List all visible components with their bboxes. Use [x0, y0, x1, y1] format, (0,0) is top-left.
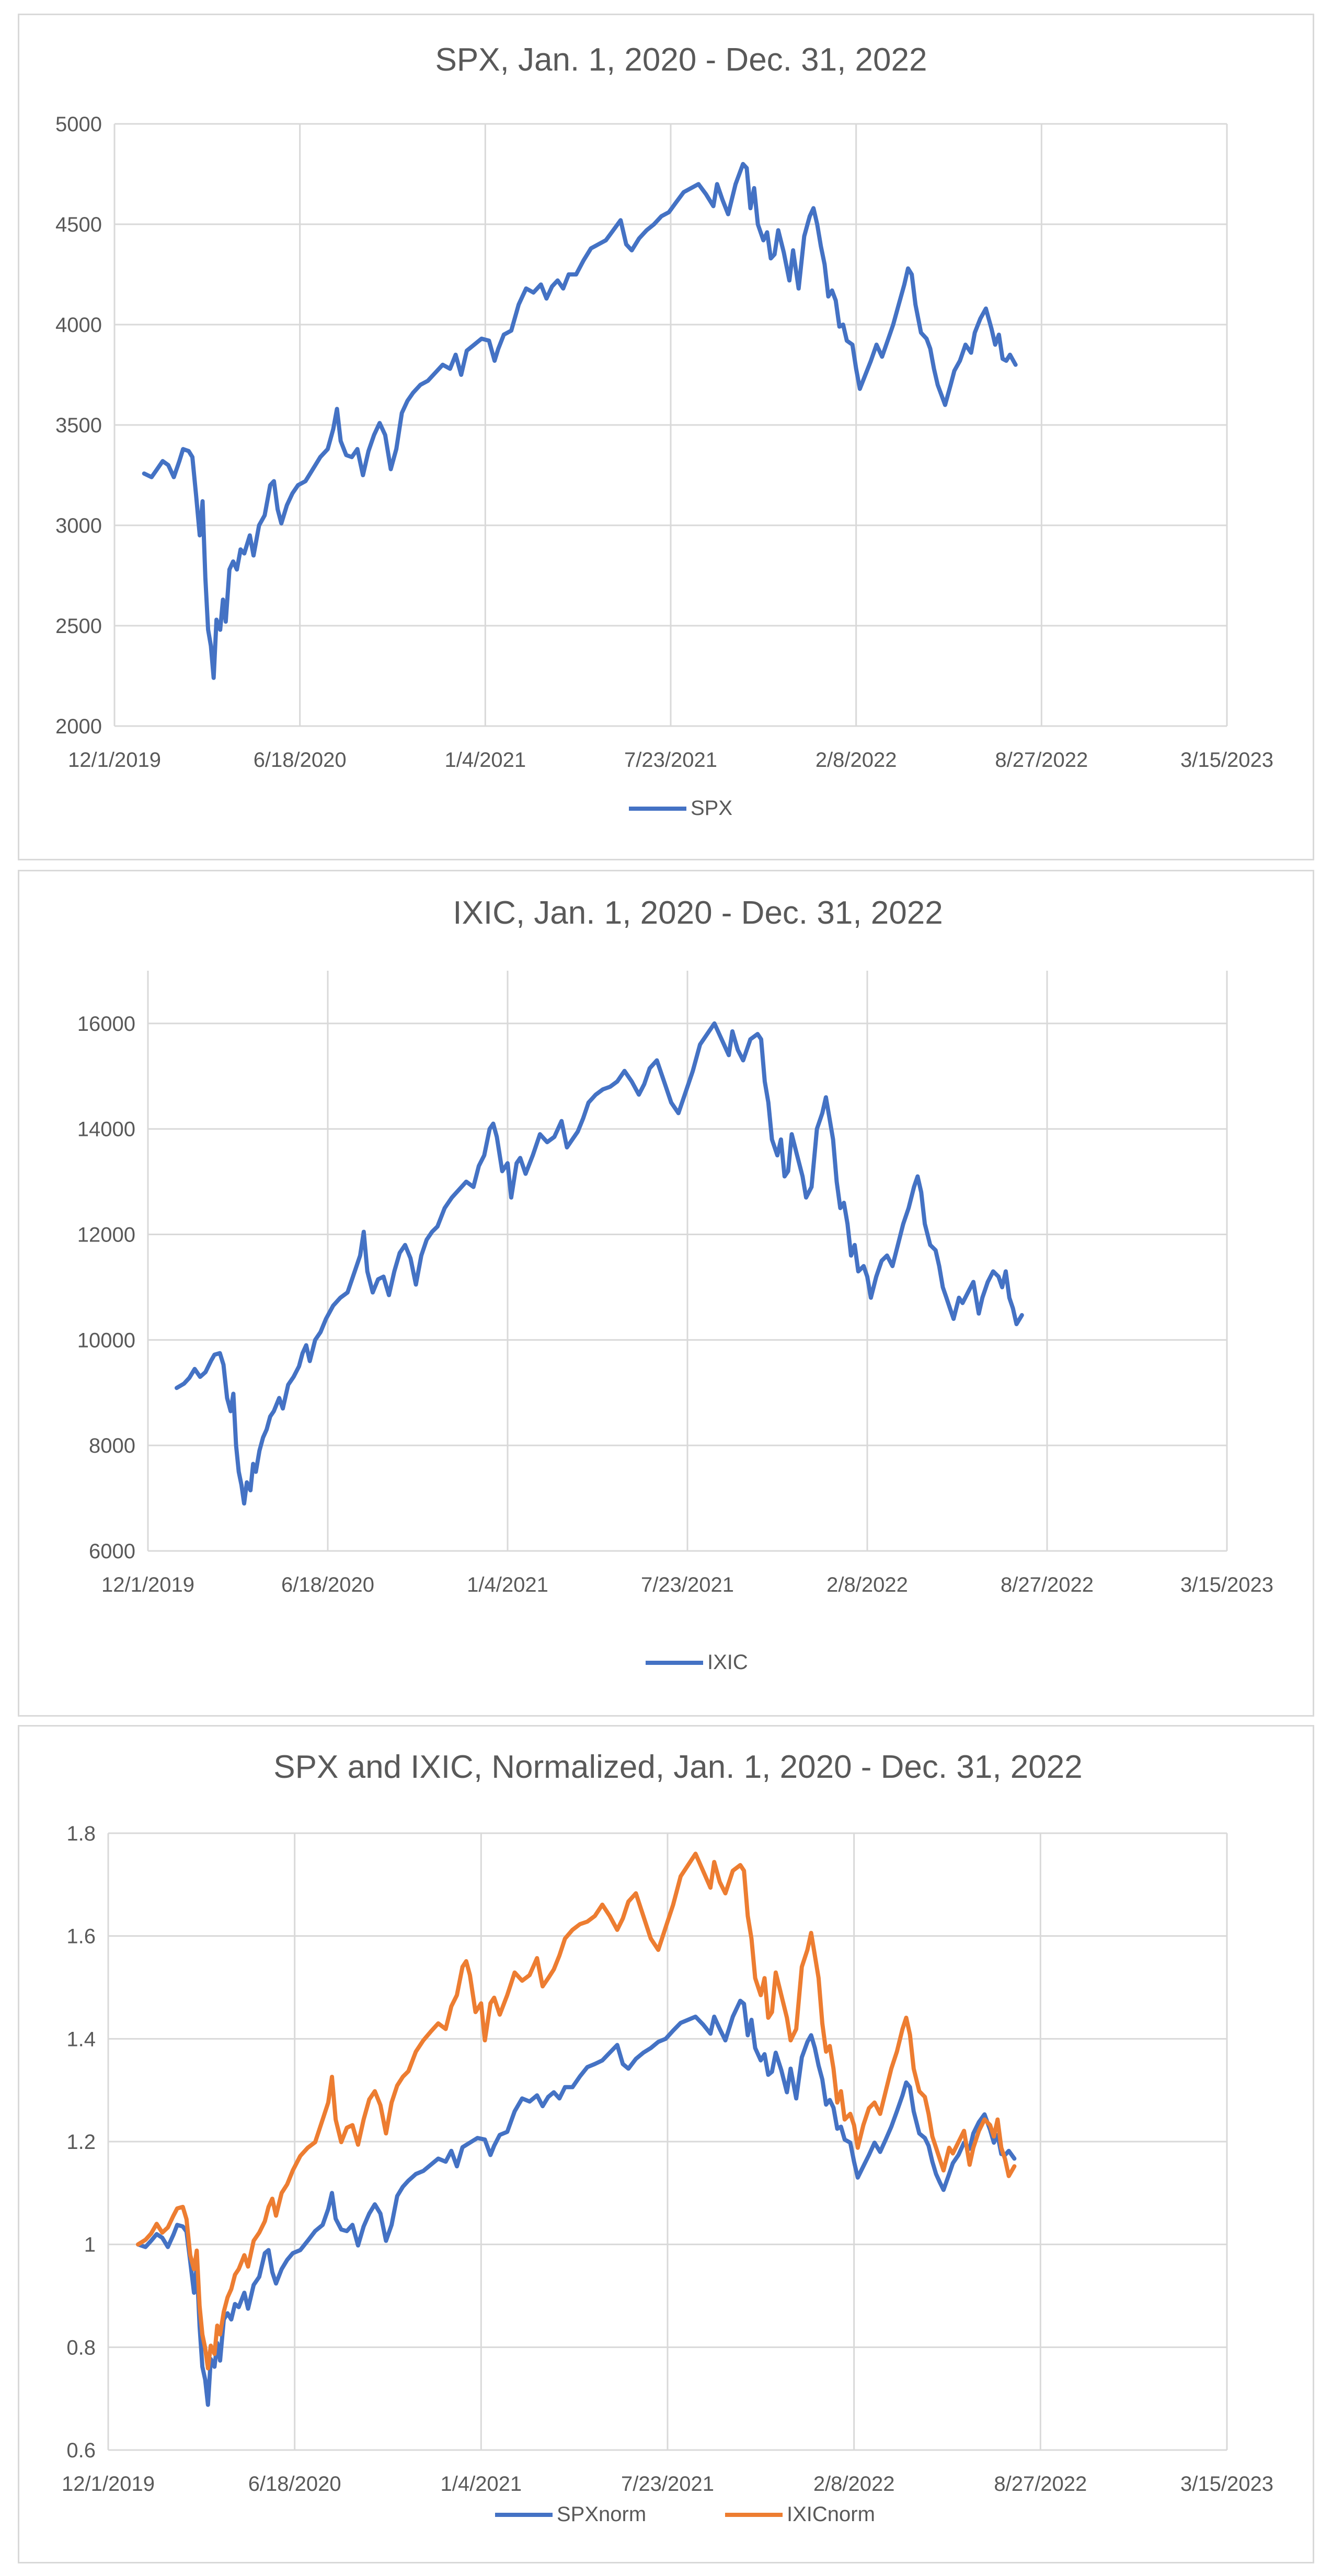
- y-tick-label: 5000: [55, 113, 102, 136]
- x-tick-label: 2/8/2022: [826, 1573, 908, 1596]
- y-tick-label: 12000: [77, 1224, 135, 1247]
- y-tick-label: 0.8: [66, 2336, 96, 2359]
- y-tick-label: 16000: [77, 1013, 135, 1036]
- y-tick-label: 1.6: [66, 1925, 96, 1948]
- x-tick-label: 6/18/2020: [248, 2472, 341, 2496]
- series-line-spx: [142, 162, 1018, 680]
- y-tick-label: 4500: [55, 213, 102, 236]
- series-line-ixicnorm: [136, 1852, 1017, 2371]
- y-tick-label: 1.4: [66, 2028, 96, 2051]
- spx-chart: SPX, Jan. 1, 2020 - Dec. 31, 2022 2000 250…: [55, 42, 1273, 820]
- y-tick-label: 2000: [55, 715, 102, 738]
- y-tick-label: 14000: [77, 1118, 135, 1141]
- y-tick-label: 1: [84, 2234, 96, 2257]
- x-tick-label: 8/27/2022: [994, 2472, 1087, 2496]
- y-tick-label: 6000: [89, 1540, 135, 1563]
- normalized-chart-panel: SPX and IXIC, Normalized, Jan. 1, 2020 -…: [18, 1725, 1314, 2563]
- ixic-chart-panel: IXIC, Jan. 1, 2020 - Dec. 31, 2022 6000 80…: [18, 870, 1314, 1717]
- x-tick-label: 8/27/2022: [995, 749, 1088, 772]
- spx-chart-panel: SPX, Jan. 1, 2020 - Dec. 31, 2022 2000 250…: [18, 14, 1314, 860]
- series-line-ixic: [175, 1021, 1024, 1506]
- y-tick-label: 10000: [77, 1329, 135, 1352]
- legend-label-ixic: IXIC: [707, 1651, 748, 1674]
- x-tick-label: 1/4/2021: [440, 2472, 522, 2496]
- x-tick-label: 2/8/2022: [813, 2472, 895, 2496]
- x-tick-label: 3/15/2023: [1180, 749, 1273, 772]
- x-tick-label: 7/23/2021: [624, 749, 717, 772]
- x-tick-label: 3/15/2023: [1180, 1573, 1273, 1596]
- y-tick-label: 1.8: [66, 1822, 96, 1845]
- normalized-chart: SPX and IXIC, Normalized, Jan. 1, 2020 -…: [62, 1749, 1273, 2526]
- legend-label-ixicnorm: IXICnorm: [787, 2503, 875, 2526]
- x-tick-label: 7/23/2021: [621, 2472, 714, 2496]
- ixic-chart: IXIC, Jan. 1, 2020 - Dec. 31, 2022 6000 80…: [77, 895, 1273, 1674]
- legend-label-spx: SPX: [691, 797, 732, 820]
- chart-title: SPX, Jan. 1, 2020 - Dec. 31, 2022: [435, 42, 927, 78]
- x-tick-label: 6/18/2020: [254, 749, 347, 772]
- x-tick-label: 12/1/2019: [62, 2472, 155, 2496]
- x-tick-label: 6/18/2020: [281, 1573, 374, 1596]
- x-tick-label: 8/27/2022: [1001, 1573, 1094, 1596]
- y-tick-label: 4000: [55, 314, 102, 337]
- chart-title: IXIC, Jan. 1, 2020 - Dec. 31, 2022: [453, 895, 943, 931]
- x-tick-label: 1/4/2021: [444, 749, 526, 772]
- y-tick-label: 1.2: [66, 2131, 96, 2154]
- y-tick-label: 3000: [55, 514, 102, 537]
- chart-title: SPX and IXIC, Normalized, Jan. 1, 2020 -…: [273, 1749, 1082, 1785]
- y-tick-label: 0.6: [66, 2439, 96, 2462]
- x-tick-label: 3/15/2023: [1180, 2472, 1273, 2496]
- y-tick-label: 3500: [55, 414, 102, 437]
- y-tick-label: 8000: [89, 1434, 135, 1457]
- x-tick-label: 7/23/2021: [641, 1573, 734, 1596]
- series-line-spxnorm: [136, 1998, 1017, 2407]
- x-tick-label: 12/1/2019: [101, 1573, 194, 1596]
- x-tick-label: 12/1/2019: [68, 749, 161, 772]
- legend-label-spxnorm: SPXnorm: [557, 2503, 646, 2526]
- y-tick-label: 2500: [55, 615, 102, 638]
- x-tick-label: 1/4/2021: [467, 1573, 548, 1596]
- x-tick-label: 2/8/2022: [816, 749, 897, 772]
